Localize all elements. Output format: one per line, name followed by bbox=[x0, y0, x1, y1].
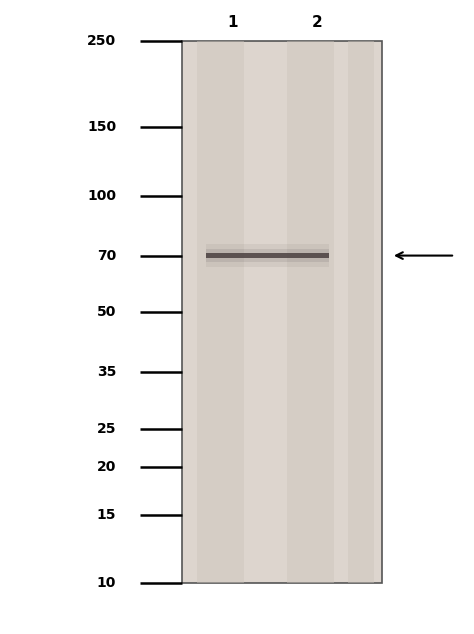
Bar bbox=[287, 41, 334, 583]
Text: 70: 70 bbox=[97, 249, 116, 262]
Bar bbox=[348, 41, 374, 583]
Text: 20: 20 bbox=[97, 460, 116, 474]
Text: 15: 15 bbox=[97, 508, 116, 522]
Bar bbox=[206, 254, 329, 258]
Bar bbox=[206, 262, 329, 267]
Text: 100: 100 bbox=[87, 188, 116, 202]
Text: 2: 2 bbox=[312, 15, 323, 30]
Bar bbox=[197, 41, 244, 583]
Bar bbox=[206, 249, 329, 254]
Text: 1: 1 bbox=[227, 15, 237, 30]
Text: 250: 250 bbox=[87, 34, 116, 48]
Text: 25: 25 bbox=[97, 422, 116, 436]
Text: 50: 50 bbox=[97, 305, 116, 320]
Text: 150: 150 bbox=[87, 120, 116, 134]
Bar bbox=[206, 245, 329, 249]
Text: 10: 10 bbox=[97, 576, 116, 590]
Text: 35: 35 bbox=[97, 365, 116, 379]
Bar bbox=[182, 41, 382, 583]
Bar bbox=[206, 258, 329, 262]
